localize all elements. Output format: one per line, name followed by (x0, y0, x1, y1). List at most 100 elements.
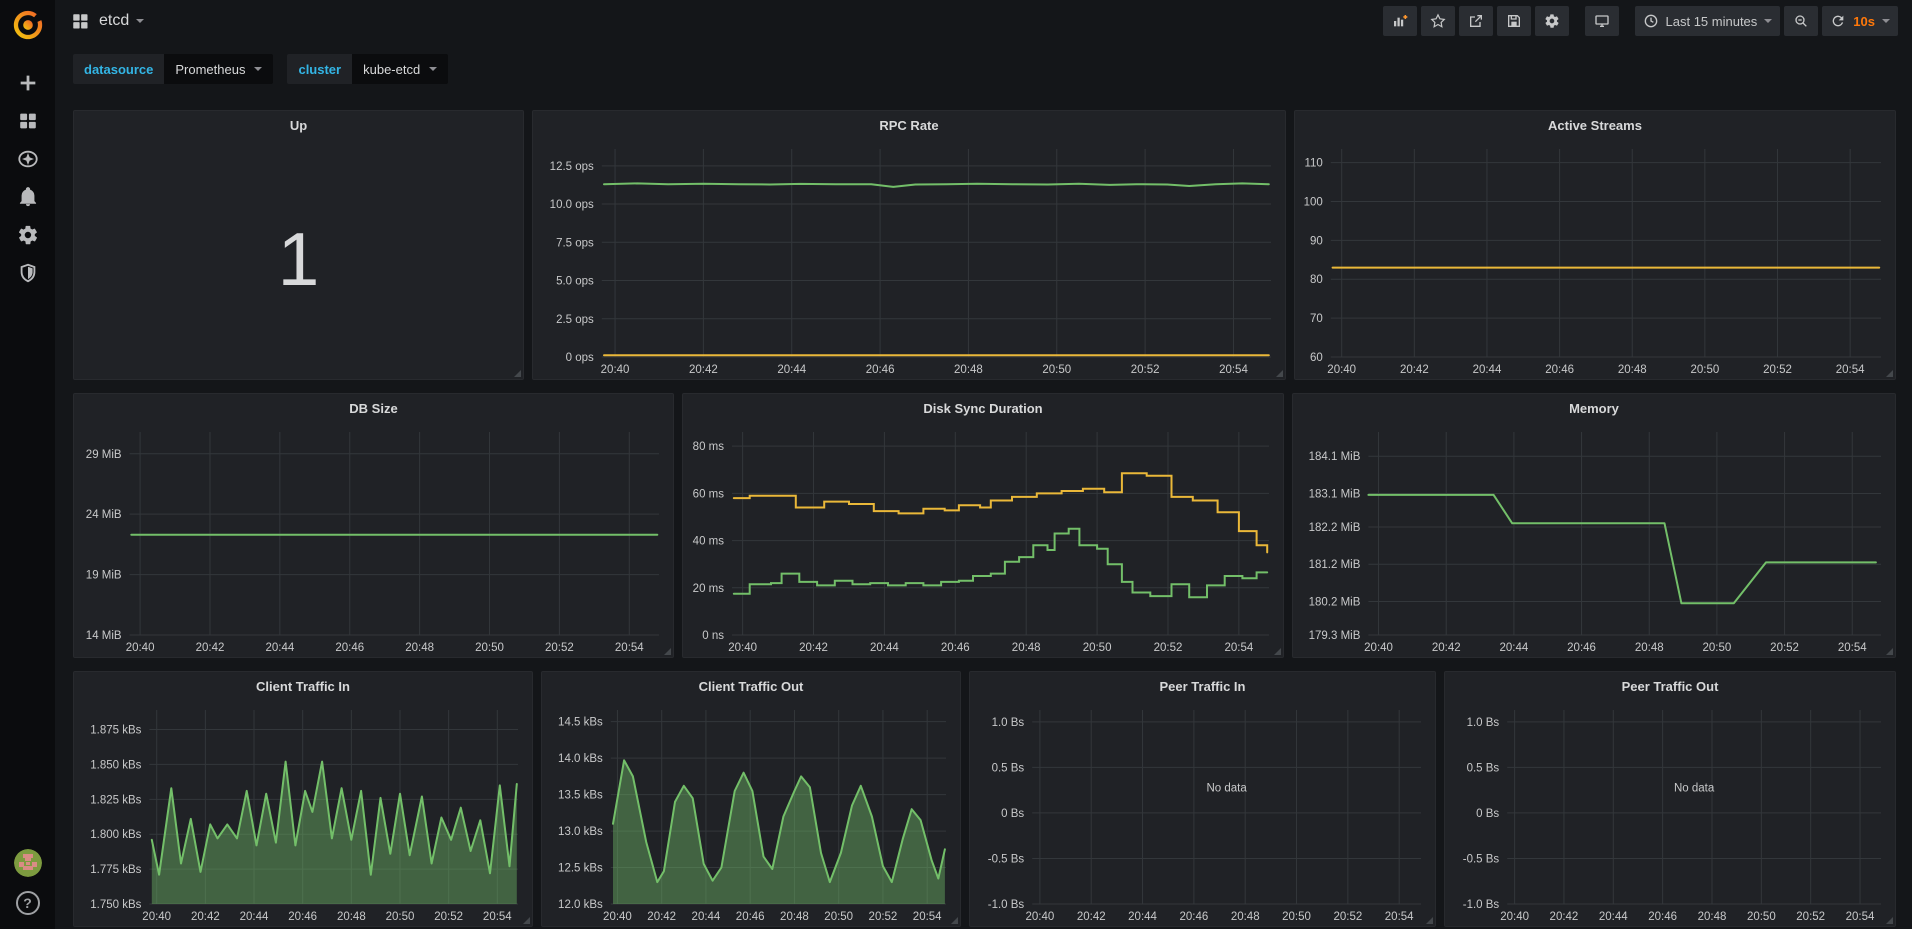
x-tick-label: 20:46 (941, 642, 970, 654)
chart-area[interactable]: 20:40 20:42 20:44 20:46 20:48 20:50 20:52 20:54… (1445, 700, 1895, 926)
panel-title[interactable]: DB Size (349, 400, 398, 416)
panel-title[interactable]: Up (289, 117, 308, 133)
panel-title[interactable]: Client Traffic Out (698, 678, 804, 694)
x-tick-label: 20:54 (1846, 911, 1875, 923)
y-tick-label: 0 ns (702, 630, 724, 642)
x-tick-label: 20:52 (1333, 911, 1362, 923)
x-tick-label: 20:44 (870, 642, 899, 654)
top-nav: etcd Last 15 minutes (55, 0, 1912, 42)
chart-area[interactable]: 20:40 20:42 20:44 20:46 20:48 20:50 20:52 20:54… (1295, 139, 1895, 379)
panel-db-size: DB Size 20:40 20:42 20:44 20:46 20:48 20:50 20:… (73, 393, 674, 658)
refresh-button[interactable]: 10s (1822, 6, 1898, 36)
x-tick-label: 20:54 (483, 911, 512, 923)
y-tick-label: -0.5 Bs (1463, 853, 1500, 865)
x-tick-label: 20:48 (1698, 911, 1727, 923)
panel-title[interactable]: Peer Traffic In (1159, 678, 1246, 694)
chart-area[interactable]: 20:40 20:42 20:44 20:46 20:48 20:50 20:52 20:54… (533, 139, 1285, 379)
chart-area[interactable]: 20:40 20:42 20:44 20:46 20:48 20:50 20:52 20:54… (1293, 422, 1895, 657)
x-tick-label: 20:44 (1473, 364, 1502, 376)
y-tick-label: 1.875 kBs (90, 725, 141, 737)
time-picker-button[interactable]: Last 15 minutes (1634, 6, 1781, 36)
chart-area[interactable]: 20:40 20:42 20:44 20:46 20:48 20:50 20:52 20:54… (683, 422, 1283, 657)
y-tick-label: 60 ms (693, 488, 725, 500)
y-tick-label: 179.3 MiB (1309, 630, 1361, 642)
chart-area[interactable]: 20:40 20:42 20:44 20:46 20:48 20:50 20:52 20:54… (970, 700, 1435, 926)
panel-title[interactable]: Peer Traffic Out (1621, 678, 1719, 694)
y-tick-label: 0 ops (566, 352, 594, 364)
panel-title[interactable]: RPC Rate (879, 117, 939, 133)
x-tick-label: 20:40 (1327, 364, 1356, 376)
y-tick-label: 1.750 kBs (90, 899, 141, 911)
panel-title[interactable]: Disk Sync Duration (923, 400, 1043, 416)
y-tick-label: 29 MiB (86, 449, 122, 461)
y-tick-label: 14.5 kBs (558, 717, 603, 729)
star-button[interactable] (1420, 6, 1455, 36)
series-wal-fsync (732, 472, 1269, 554)
dashboards-icon[interactable] (17, 110, 39, 132)
save-button[interactable] (1496, 6, 1531, 36)
grafana-logo-icon[interactable] (11, 8, 45, 42)
variable-cluster: cluster kube-etcd (287, 54, 449, 84)
panel-title[interactable]: Memory (1569, 400, 1619, 416)
y-tick-label: 80 (1310, 274, 1323, 286)
chart-area[interactable]: 20:40 20:42 20:44 20:46 20:48 20:50 20:52 20:54… (74, 422, 673, 657)
chart-area[interactable]: 20:40 20:42 20:44 20:46 20:48 20:50 20:52 20:54… (542, 700, 960, 926)
cycle-view-button[interactable] (1584, 6, 1619, 36)
x-tick-label: 20:54 (1836, 364, 1865, 376)
panel-title[interactable]: Active Streams (1548, 117, 1642, 133)
template-variables-row: datasource Prometheus cluster kube-etcd (73, 54, 1896, 84)
y-tick-label: 20 ms (693, 583, 725, 595)
explore-compass-icon[interactable] (17, 148, 39, 170)
settings-button[interactable] (1534, 6, 1569, 36)
x-tick-label: 20:52 (1770, 642, 1799, 654)
x-tick-label: 20:42 (1400, 364, 1429, 376)
panel-title[interactable]: Client Traffic In (256, 678, 350, 694)
chevron-down-icon (136, 19, 145, 27)
chart-area[interactable]: 20:40 20:42 20:44 20:46 20:48 20:50 20:52 20:54… (74, 700, 532, 926)
panel-client-traffic-out: Client Traffic Out 20:40 20:42 20:44 20:46 20… (541, 671, 961, 927)
dashboard-grid-icon[interactable] (71, 12, 89, 30)
y-tick-label: 183.1 MiB (1309, 488, 1361, 500)
x-tick-label: 20:40 (1026, 911, 1055, 923)
user-avatar[interactable] (13, 849, 42, 877)
y-tick-label: 100 (1304, 196, 1323, 208)
x-tick-label: 20:40 (728, 642, 757, 654)
y-tick-label: 24 MiB (86, 509, 122, 521)
y-tick-label: 1.775 kBs (90, 864, 141, 876)
y-tick-label: 0 Bs (1001, 808, 1024, 820)
variable-datasource-select[interactable]: Prometheus (164, 54, 274, 84)
panel-peer-traffic-out: Peer Traffic Out 20:40 20:42 20:44 20:46 20:4… (1444, 671, 1896, 927)
configuration-gear-icon[interactable] (17, 224, 39, 246)
plus-icon[interactable] (17, 72, 39, 94)
no-data-label: No data (1674, 782, 1715, 794)
series-client-traffic-out (612, 759, 946, 884)
y-tick-label: 13.5 kBs (558, 790, 603, 802)
x-tick-label: 20:54 (913, 911, 942, 923)
x-tick-label: 20:44 (1499, 642, 1528, 654)
x-tick-label: 20:40 (1364, 642, 1393, 654)
add-panel-button[interactable] (1382, 6, 1417, 36)
x-tick-label: 20:40 (126, 642, 155, 654)
y-tick-label: 5.0 ops (556, 276, 594, 288)
panel-active-streams: Active Streams 20:40 20:42 20:44 20:46 20:48 2… (1294, 110, 1896, 380)
chevron-down-icon (429, 67, 438, 75)
x-tick-label: 20:42 (196, 642, 225, 654)
chevron-down-icon (254, 67, 263, 75)
zoom-out-button[interactable] (1784, 6, 1819, 36)
help-icon[interactable]: ? (15, 891, 40, 915)
alerting-bell-icon[interactable] (17, 186, 39, 208)
x-tick-label: 20:42 (191, 911, 220, 923)
x-tick-label: 20:46 (1179, 911, 1208, 923)
server-admin-shield-icon[interactable] (17, 262, 39, 284)
x-tick-label: 20:40 (603, 911, 632, 923)
y-tick-label: -0.5 Bs (988, 853, 1025, 865)
clock-icon (1644, 14, 1657, 28)
y-tick-label: 7.5 ops (556, 237, 594, 249)
x-tick-label: 20:42 (689, 364, 718, 376)
variable-cluster-select[interactable]: kube-etcd (352, 54, 449, 84)
dashboard-title-button[interactable]: etcd (99, 12, 145, 30)
x-tick-label: 20:44 (692, 911, 721, 923)
y-tick-label: 19 MiB (86, 570, 122, 582)
series-fill-client-traffic-out (613, 760, 945, 904)
share-button[interactable] (1458, 6, 1493, 36)
